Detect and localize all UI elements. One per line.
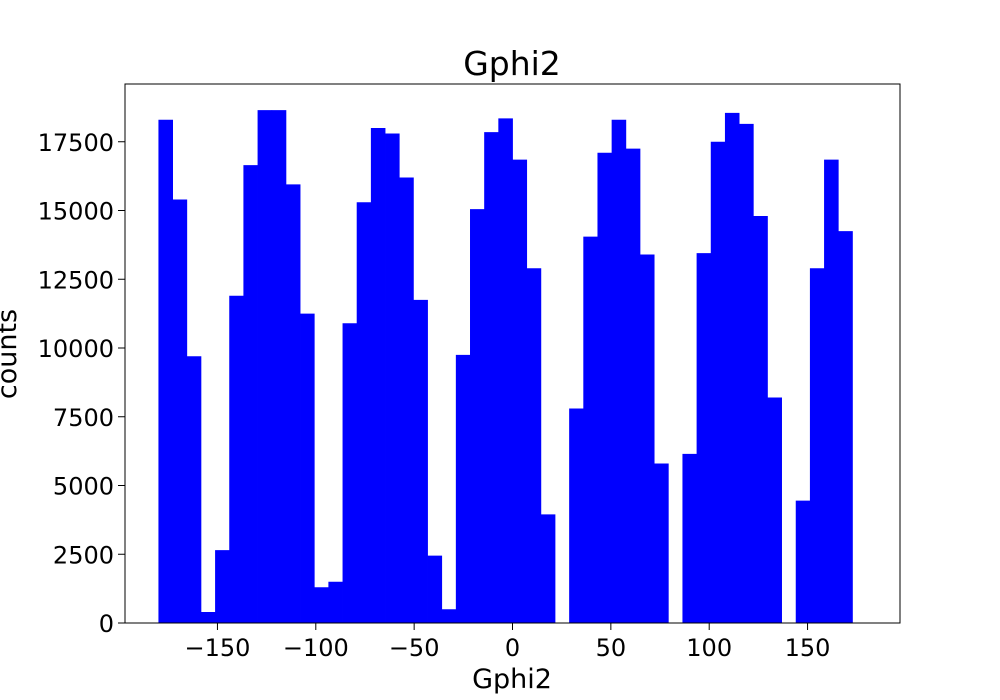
histogram-bar: [569, 408, 584, 623]
histogram-bar: [455, 354, 471, 624]
histogram-bar: [724, 112, 740, 624]
histogram-bar: [484, 132, 499, 624]
y-tick-label: 12500: [38, 266, 114, 294]
x-tick-label: 0: [505, 634, 520, 662]
histogram-bars: [158, 110, 853, 624]
histogram-bar: [243, 165, 258, 624]
x-tick-label: −50: [389, 634, 440, 662]
x-axis-label: Gphi2: [472, 664, 552, 695]
histogram-bar: [470, 209, 485, 624]
histogram-bar: [739, 123, 754, 623]
histogram-bar: [583, 236, 598, 624]
histogram-bar: [597, 152, 613, 623]
histogram-bar: [314, 587, 329, 623]
x-axis-ticks: −150 −100 −50 0 50 100 150: [184, 623, 830, 662]
histogram-bar: [611, 119, 627, 623]
histogram-bar: [413, 299, 428, 624]
x-tick-label: 100: [686, 634, 732, 662]
histogram-bar: [710, 141, 726, 623]
histogram-bar: [328, 581, 343, 623]
histogram-bar: [285, 184, 301, 624]
y-tick-label: 0: [99, 610, 114, 638]
histogram-bar: [654, 463, 669, 623]
histogram-bar: [186, 356, 202, 623]
histogram-bar: [625, 148, 641, 624]
histogram-bar: [498, 118, 513, 624]
histogram-bar: [512, 159, 528, 624]
histogram-bar: [215, 550, 230, 624]
histogram-bar: [257, 110, 273, 624]
histogram-bar: [300, 313, 315, 623]
x-tick-label: −150: [184, 634, 250, 662]
y-tick-label: 10000: [38, 335, 114, 363]
histogram-bar: [342, 323, 358, 623]
histogram-bar: [200, 612, 216, 623]
histogram-bar: [682, 453, 698, 624]
histogram-bar: [158, 119, 173, 623]
histogram-bar: [540, 514, 556, 624]
y-tick-label: 7500: [53, 404, 114, 432]
histogram-bar: [696, 253, 712, 624]
histogram-bar: [809, 268, 825, 623]
y-tick-label: 15000: [38, 198, 114, 226]
histogram-bar: [767, 397, 782, 623]
histogram-bar: [385, 133, 400, 623]
y-axis-ticks: 0 2500 5000 7500 10000 12500 15000 17500: [38, 129, 125, 638]
y-tick-label: 2500: [53, 541, 114, 569]
histogram-bar: [172, 199, 188, 623]
x-tick-label: 150: [785, 634, 831, 662]
histogram-bar: [271, 110, 287, 624]
histogram-bar: [427, 555, 443, 624]
chart-title: Gphi2: [463, 44, 561, 83]
histogram-bar: [441, 609, 457, 623]
histogram-bar: [639, 254, 655, 623]
histogram-bar: [229, 295, 244, 623]
histogram-bar: [838, 231, 853, 624]
y-tick-label: 17500: [38, 129, 114, 157]
y-axis-label: counts: [0, 309, 23, 399]
histogram-bar: [824, 159, 839, 624]
histogram-bar: [753, 216, 768, 623]
histogram-bar: [356, 202, 372, 623]
x-tick-label: −100: [283, 634, 349, 662]
histogram-bar: [795, 500, 811, 624]
histogram-bar: [526, 268, 542, 623]
y-tick-label: 5000: [53, 473, 114, 501]
histogram-bar: [399, 177, 414, 623]
x-tick-label: 50: [596, 634, 627, 662]
histogram-bar: [370, 128, 386, 623]
